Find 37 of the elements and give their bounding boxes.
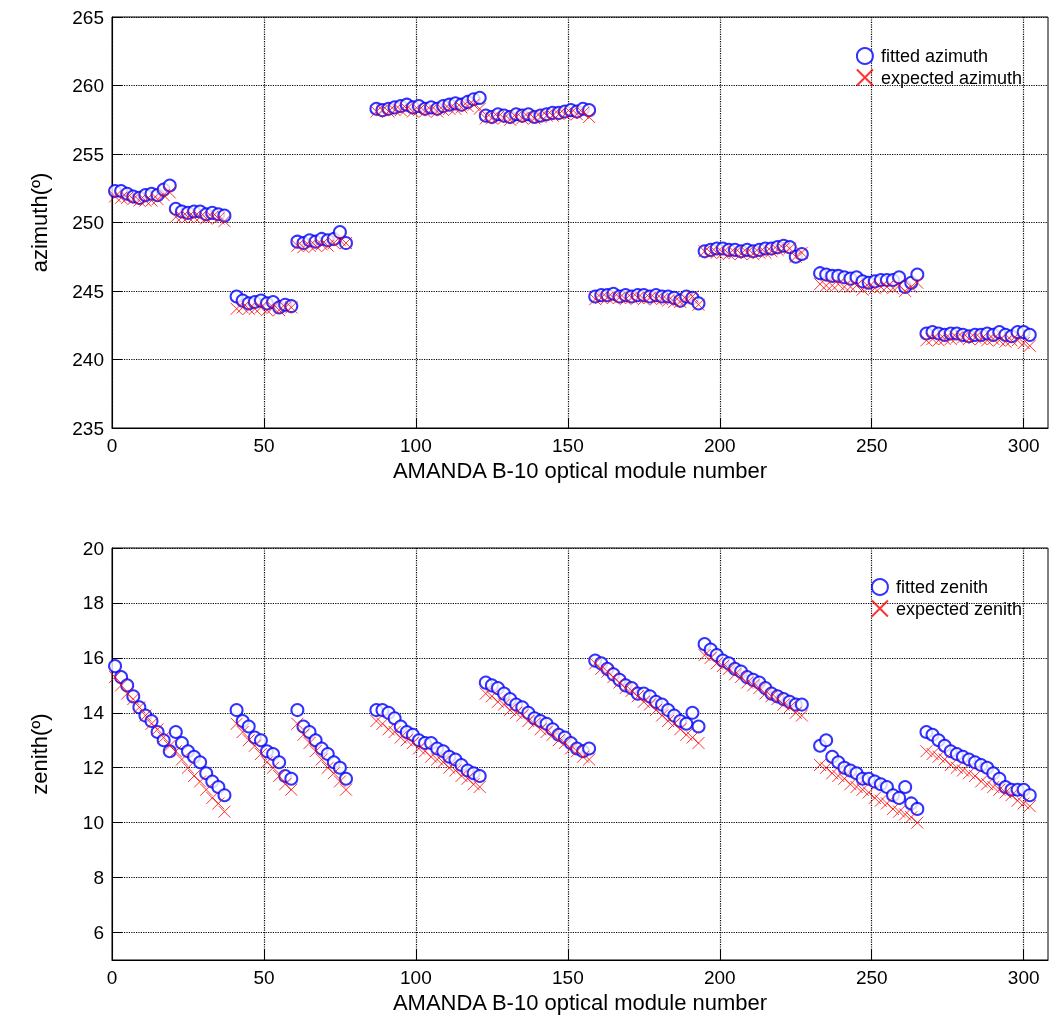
x-tick-label: 50 [253,435,275,456]
x-tick-label: 100 [400,435,432,456]
x-axis-title: AMANDA B-10 optical module number [392,990,768,1016]
y-tick-label: 240 [72,349,104,370]
x-tick-label: 300 [1007,435,1040,456]
y-tick-label: 16 [82,647,104,669]
y-tick-label: 260 [72,75,104,96]
x-tick-label: 0 [106,967,118,988]
legend-label: fitted azimuth [880,46,988,66]
legend-label: expected azimuth [880,67,1023,88]
x-tick-label: 150 [551,967,584,988]
y-tick-label: 12 [82,757,104,779]
y-tick-label: 245 [72,280,104,302]
x-tick-label: 200 [703,967,736,988]
x-tick-label: 300 [1007,967,1040,988]
y-tick-label: 8 [93,867,104,889]
x-tick-label: 50 [253,967,275,988]
x-axis-title: AMANDA B-10 optical module number [392,458,768,484]
x-tick-label: 250 [855,435,888,456]
y-tick-label: 235 [72,417,104,439]
y-tick-label: 6 [93,922,104,944]
y-tick-label: 250 [72,212,104,233]
x-tick-label: 250 [855,967,888,988]
x-tick-label: 0 [106,435,118,456]
y-tick-label: 14 [82,702,105,724]
x-tick-label: 100 [400,967,432,988]
y-axis-title: azimuth(º) [26,172,52,273]
legend-label: fitted zenith [895,577,988,597]
x-tick-label: 200 [703,435,736,456]
y-tick-label: 10 [82,812,104,834]
legend-label: expected zenith [895,598,1023,619]
y-tick-label: 265 [72,6,104,28]
y-axis-title: zenith(º) [26,713,52,795]
y-tick-label: 20 [82,537,104,559]
x-tick-label: 150 [551,435,584,456]
y-tick-label: 255 [72,143,104,165]
y-tick-label: 18 [82,592,104,614]
